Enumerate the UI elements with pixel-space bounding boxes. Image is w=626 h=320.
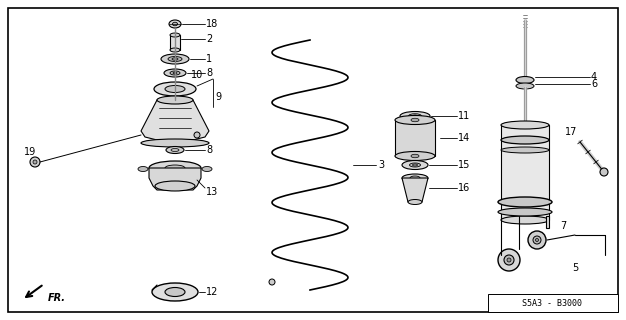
Text: 16: 16 <box>458 183 470 193</box>
Ellipse shape <box>516 83 534 89</box>
Text: 2: 2 <box>206 34 212 44</box>
Ellipse shape <box>395 116 435 124</box>
Bar <box>488 294 618 312</box>
Ellipse shape <box>173 22 178 26</box>
Ellipse shape <box>408 199 422 204</box>
Ellipse shape <box>402 174 428 182</box>
Ellipse shape <box>402 161 428 170</box>
Text: 7: 7 <box>560 221 566 231</box>
Ellipse shape <box>165 165 185 171</box>
Text: S5A3 - B3000: S5A3 - B3000 <box>522 299 582 308</box>
Ellipse shape <box>400 111 430 121</box>
Ellipse shape <box>141 139 209 147</box>
Text: 9: 9 <box>215 92 221 102</box>
Text: 13: 13 <box>206 187 218 197</box>
Ellipse shape <box>409 114 421 118</box>
Ellipse shape <box>395 151 435 161</box>
Ellipse shape <box>173 72 177 74</box>
Polygon shape <box>141 100 209 145</box>
Text: 5: 5 <box>572 263 578 273</box>
Text: 3: 3 <box>378 160 384 170</box>
Text: 12: 12 <box>206 287 218 297</box>
Polygon shape <box>149 168 201 190</box>
Ellipse shape <box>33 160 37 164</box>
Ellipse shape <box>154 82 196 96</box>
Ellipse shape <box>413 164 418 166</box>
Polygon shape <box>395 120 435 156</box>
Ellipse shape <box>149 161 201 175</box>
Text: 18: 18 <box>206 19 218 29</box>
Ellipse shape <box>172 58 178 60</box>
Ellipse shape <box>501 121 549 129</box>
Ellipse shape <box>411 118 419 122</box>
Text: 1: 1 <box>206 54 212 64</box>
Ellipse shape <box>171 148 179 151</box>
Ellipse shape <box>169 20 181 28</box>
Text: 11: 11 <box>458 111 470 121</box>
Ellipse shape <box>507 258 511 262</box>
Text: 14: 14 <box>458 133 470 143</box>
Text: FR.: FR. <box>48 293 66 303</box>
Text: 19: 19 <box>24 147 36 157</box>
Text: 15: 15 <box>458 160 470 170</box>
Ellipse shape <box>411 154 419 158</box>
Text: 8: 8 <box>206 145 212 155</box>
Ellipse shape <box>413 115 418 117</box>
Ellipse shape <box>165 287 185 297</box>
Ellipse shape <box>152 283 198 301</box>
Ellipse shape <box>161 54 189 64</box>
Text: 10: 10 <box>191 70 203 80</box>
Ellipse shape <box>194 132 200 138</box>
Polygon shape <box>402 178 428 202</box>
Text: 8: 8 <box>206 68 212 78</box>
Text: 4: 4 <box>591 72 597 82</box>
Ellipse shape <box>501 147 549 153</box>
Ellipse shape <box>504 255 514 265</box>
Ellipse shape <box>516 76 534 84</box>
Ellipse shape <box>533 236 541 244</box>
Ellipse shape <box>164 69 186 77</box>
Ellipse shape <box>269 279 275 285</box>
Ellipse shape <box>528 231 546 249</box>
Polygon shape <box>170 35 180 50</box>
Ellipse shape <box>535 238 538 242</box>
Ellipse shape <box>501 216 549 224</box>
Polygon shape <box>546 216 549 228</box>
Ellipse shape <box>501 136 549 144</box>
Ellipse shape <box>155 181 195 191</box>
Ellipse shape <box>157 96 193 104</box>
Ellipse shape <box>170 71 180 75</box>
Ellipse shape <box>30 157 40 167</box>
Ellipse shape <box>410 176 420 180</box>
Ellipse shape <box>600 168 608 176</box>
Ellipse shape <box>498 249 520 271</box>
Ellipse shape <box>170 48 180 52</box>
Text: 17: 17 <box>565 127 577 137</box>
Ellipse shape <box>409 163 421 167</box>
Polygon shape <box>501 125 549 220</box>
Ellipse shape <box>138 166 148 172</box>
Ellipse shape <box>170 33 180 37</box>
Ellipse shape <box>165 85 185 92</box>
Ellipse shape <box>166 147 184 154</box>
Ellipse shape <box>168 57 182 61</box>
Ellipse shape <box>202 166 212 172</box>
Ellipse shape <box>498 197 552 207</box>
Ellipse shape <box>498 208 552 216</box>
Text: 6: 6 <box>591 79 597 89</box>
